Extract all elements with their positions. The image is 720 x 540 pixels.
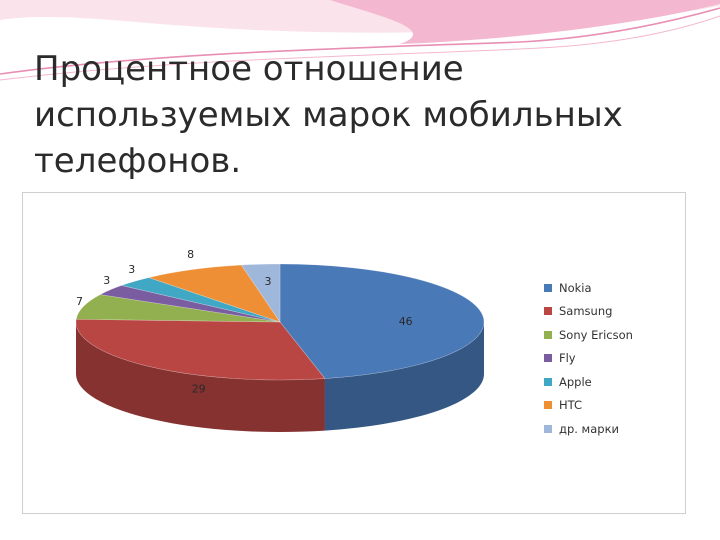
legend-item-sony-ericson: Sony Ericson (544, 323, 633, 347)
legend-label: Samsung (559, 304, 613, 319)
legend-label: Fly (559, 351, 576, 366)
decor-wave-pink (330, 0, 720, 44)
title-line-3: телефонов. (34, 141, 242, 181)
pie-label-др.-марки: 3 (265, 275, 272, 288)
chart-legend: Nokia Samsung Sony Ericson Fly Apple HTC др. м… (544, 276, 633, 441)
legend-label: Apple (559, 374, 592, 389)
pie-side-samsung (76, 322, 325, 432)
pie-label-apple: 3 (128, 263, 135, 276)
decorative-header-waves (0, 0, 720, 81)
page-title: Процентное отношение используемых марок … (34, 46, 704, 184)
pie-slice-htc (147, 264, 281, 323)
legend-swatch (544, 307, 552, 316)
pie-label-nokia: 46 (399, 315, 413, 328)
pie-label-samsung: 29 (192, 383, 206, 396)
pie-slice-nokia (279, 263, 485, 379)
decor-wave-stroke (0, 7, 720, 75)
legend-label: Nokia (559, 280, 592, 295)
title-line-2: используемых марок мобильных (34, 95, 623, 135)
pie-slice-fly (99, 285, 281, 323)
legend-swatch (544, 424, 552, 433)
pie-slice-sony-ericson (75, 294, 281, 323)
legend-label: HTC (559, 398, 583, 413)
pie-label-sony-ericson: 7 (76, 295, 83, 308)
legend-item-htc: HTC (544, 394, 633, 418)
legend-item-др.-марки: др. марки (544, 417, 633, 441)
pie-side-nokia (324, 322, 484, 431)
legend-swatch (544, 330, 552, 339)
decor-wave-stroke-2 (0, 15, 720, 81)
pie-slice-др.-марки (240, 263, 281, 323)
pie-label-htc: 8 (187, 248, 194, 261)
pie-label-fly: 3 (103, 274, 110, 287)
legend-item-fly: Fly (544, 347, 633, 371)
legend-label: Sony Ericson (559, 327, 633, 342)
legend-swatch (544, 283, 552, 292)
pie-slice-samsung (75, 318, 326, 381)
legend-swatch (544, 354, 552, 363)
legend-label: др. марки (559, 421, 620, 436)
title-line-1: Процентное отношение (34, 49, 464, 89)
legend-swatch (544, 377, 552, 386)
legend-item-nokia: Nokia (544, 276, 633, 300)
pie-slice-apple (120, 277, 281, 323)
legend-item-apple: Apple (544, 370, 633, 394)
legend-item-samsung: Samsung (544, 300, 633, 324)
legend-swatch (544, 401, 552, 410)
